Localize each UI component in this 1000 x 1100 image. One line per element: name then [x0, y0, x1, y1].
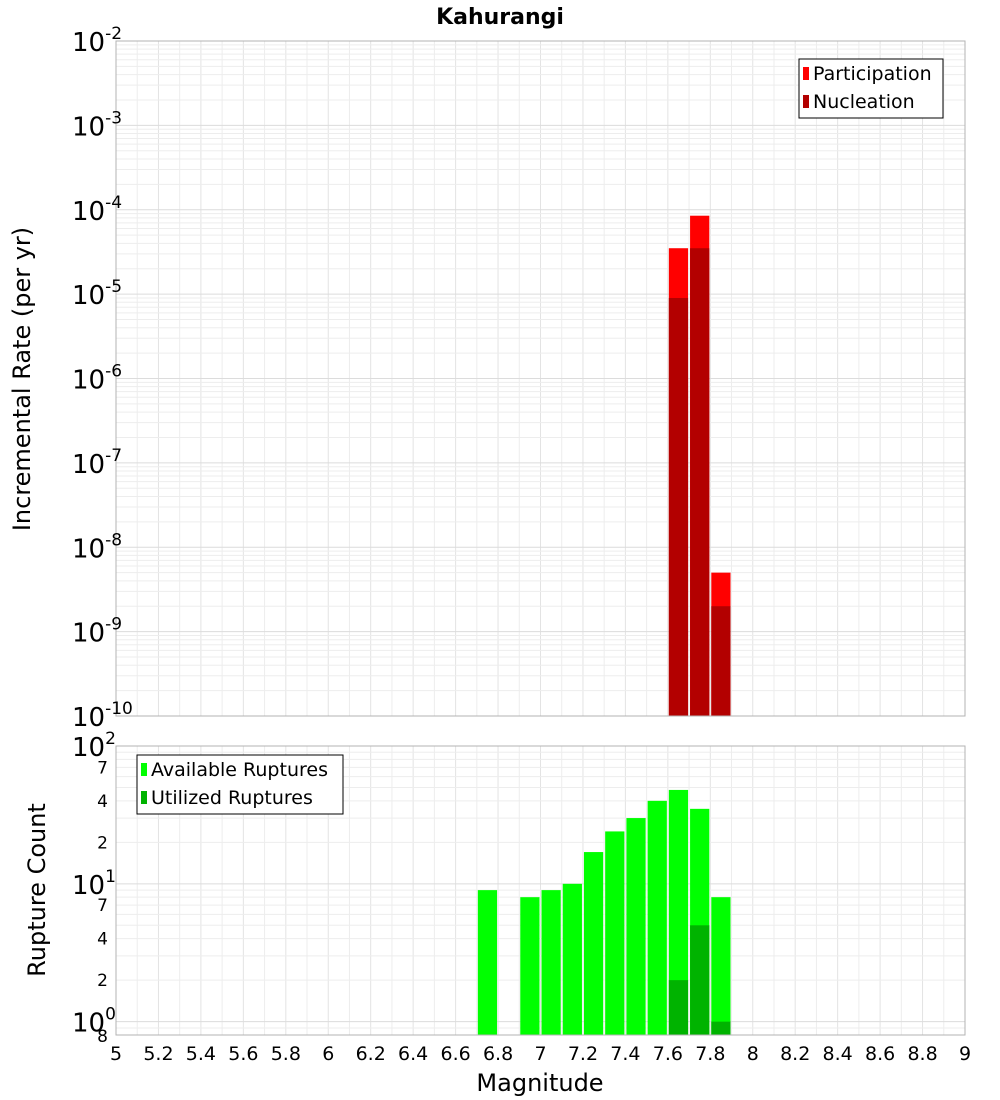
bar-available-ruptures — [605, 831, 625, 1035]
bar-available-ruptures — [541, 890, 561, 1035]
y-tick-label: 10-9 — [72, 615, 122, 649]
x-tick-label: 6 — [322, 1043, 334, 1065]
x-tick-label: 6.8 — [483, 1043, 513, 1065]
legend-label-available: Available Ruptures — [151, 759, 328, 781]
y-tick-label: 7 — [97, 896, 108, 916]
top-legend: Participation Nucleation — [798, 58, 944, 119]
bar-available-ruptures — [562, 883, 582, 1035]
x-tick-label: 7 — [534, 1043, 546, 1065]
legend-label-nucleation: Nucleation — [813, 91, 915, 113]
top-plot-grid — [115, 40, 966, 717]
y-tick-label: 4 — [97, 930, 108, 950]
x-tick-label: 7.6 — [653, 1043, 683, 1065]
legend-label-utilized: Utilized Ruptures — [151, 787, 313, 809]
x-tick-label: 6.2 — [356, 1043, 386, 1065]
x-tick-label: 8.6 — [865, 1043, 895, 1065]
top-plot-frame — [115, 40, 966, 717]
x-tick-label: 7.2 — [568, 1043, 598, 1065]
y-tick-label: 7 — [97, 758, 108, 778]
bar-available-ruptures — [668, 789, 689, 1035]
chart-title: Kahurangi — [436, 5, 564, 30]
x-tick-label: 8.4 — [823, 1043, 853, 1065]
bottom-plot-bars — [477, 789, 731, 1035]
top-plot-y-ticks: 10-2 10-3 10-4 10-5 10-6 10-7 10-8 10-9 10-10 — [72, 24, 133, 733]
x-tick-label: 5.2 — [143, 1043, 173, 1065]
y-tick-label: 2 — [97, 971, 108, 991]
bottom-y-axis-label: Rupture Count — [23, 803, 51, 977]
bar-nucleation — [690, 248, 710, 717]
y-tick-label: 10-7 — [72, 446, 122, 480]
top-plot-bars — [668, 215, 731, 717]
legend-swatch-available — [141, 763, 147, 776]
bar-available-ruptures — [626, 818, 646, 1035]
bar-available-ruptures — [647, 800, 667, 1035]
x-tick-label: 5.6 — [228, 1043, 258, 1065]
bottom-plot-frame — [115, 745, 966, 1036]
x-tick-label: 5.4 — [186, 1043, 216, 1065]
y-tick-label: 10-3 — [72, 108, 122, 142]
y-tick-label: 10-4 — [72, 193, 122, 227]
bottom-legend: Available Ruptures Utilized Ruptures — [136, 754, 344, 815]
bar-nucleation — [711, 606, 731, 716]
x-tick-label: 7.8 — [695, 1043, 725, 1065]
legend-swatch-nucleation — [803, 95, 809, 108]
y-tick-label: 102 — [72, 729, 116, 763]
bar-available-ruptures — [477, 890, 498, 1035]
x-tick-label: 9 — [959, 1043, 971, 1065]
y-tick-label: 101 — [72, 867, 116, 901]
x-tick-label: 8.2 — [780, 1043, 810, 1065]
y-tick-label: 8 — [97, 1027, 108, 1047]
top-y-axis-label: Incremental Rate (per yr) — [8, 227, 36, 531]
legend-label-participation: Participation — [813, 63, 932, 85]
x-tick-label: 5 — [110, 1043, 122, 1065]
bottom-plot-x-ticks: 5 5.2 5.4 5.6 5.8 6 6.2 6.4 6.6 6.8 7 7.2 7.4 7.6 7.8 8… — [110, 1043, 971, 1065]
x-tick-label: 7.4 — [610, 1043, 640, 1065]
bar-available-ruptures — [583, 852, 604, 1035]
y-tick-label: 10-8 — [72, 530, 122, 564]
y-tick-label: 10-5 — [72, 277, 122, 311]
x-tick-label: 8 — [747, 1043, 759, 1065]
x-axis-label: Magnitude — [476, 1069, 603, 1097]
x-tick-label: 6.4 — [398, 1043, 428, 1065]
x-tick-label: 5.8 — [271, 1043, 301, 1065]
bar-utilized-ruptures — [690, 925, 710, 1035]
y-tick-label: 100 — [72, 1005, 116, 1039]
x-tick-label: 6.6 — [440, 1043, 470, 1065]
bar-available-ruptures — [520, 897, 540, 1035]
bar-nucleation — [668, 297, 689, 716]
y-tick-label: 2 — [97, 833, 108, 853]
bar-available-ruptures — [711, 897, 731, 1035]
bar-utilized-ruptures — [711, 1021, 731, 1035]
y-tick-label: 10-10 — [72, 699, 133, 733]
legend-swatch-utilized — [141, 791, 147, 804]
y-tick-label: 10-2 — [72, 24, 122, 58]
y-tick-label: 10-6 — [72, 362, 122, 396]
legend-swatch-participation — [803, 67, 809, 80]
x-tick-label: 8.8 — [907, 1043, 937, 1065]
bar-utilized-ruptures — [668, 980, 689, 1035]
y-tick-label: 4 — [97, 792, 108, 812]
